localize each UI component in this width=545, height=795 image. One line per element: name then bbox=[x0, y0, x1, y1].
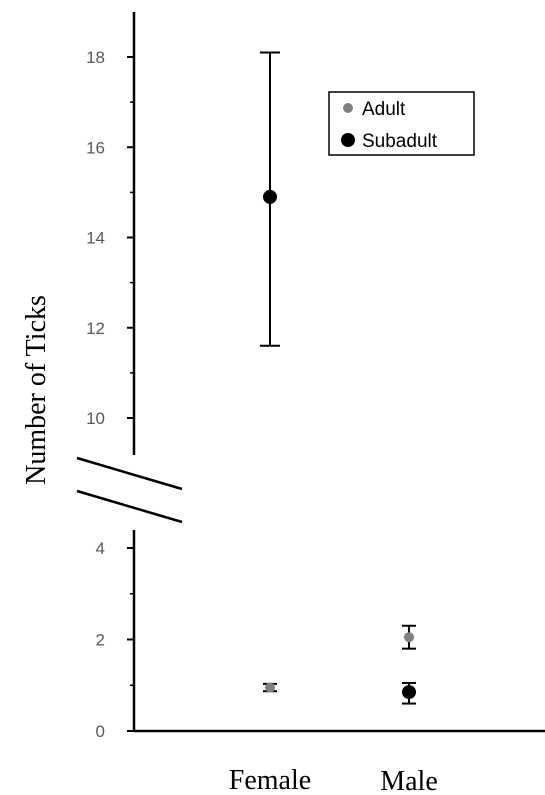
y-axis-label: Number of Ticks bbox=[21, 295, 52, 485]
y-tick-label: 10 bbox=[86, 409, 105, 428]
legend-marker-adult bbox=[343, 103, 353, 113]
point-subadult-male bbox=[402, 685, 416, 700]
legend-label-adult: Adult bbox=[362, 99, 406, 120]
axis-break-mark-top bbox=[76, 456, 183, 491]
point-adult-male bbox=[404, 632, 414, 643]
y-tick-label: 18 bbox=[86, 48, 105, 67]
axis-break-mark-bottom bbox=[76, 489, 183, 524]
point-adult-female bbox=[265, 682, 275, 693]
y-tick-label: 4 bbox=[96, 539, 105, 558]
legend-label-subadult: Subadult bbox=[362, 131, 438, 152]
legend-marker-subadult bbox=[341, 133, 355, 147]
y-tick-label: 12 bbox=[86, 319, 105, 338]
y-tick-label: 14 bbox=[86, 229, 105, 248]
y-tick-label: 0 bbox=[96, 722, 105, 741]
x-category-label-male: Male bbox=[380, 766, 438, 795]
y-tick-label: 2 bbox=[96, 631, 105, 650]
point-subadult-female bbox=[263, 189, 277, 204]
y-tick-label: 16 bbox=[86, 138, 105, 157]
x-category-label-female: Female bbox=[229, 765, 311, 795]
